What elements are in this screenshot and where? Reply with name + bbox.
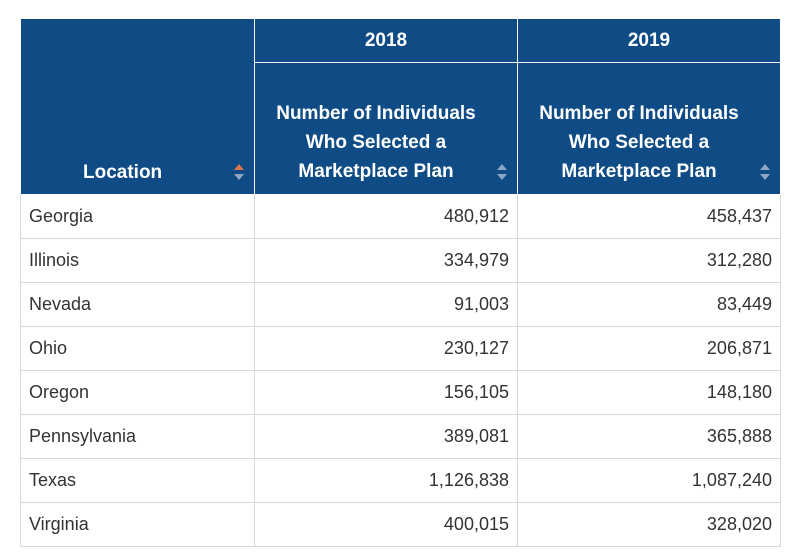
value-2019-cell: 328,020: [517, 502, 781, 547]
table-container: Location 2018 2019 Number of Individuals…: [20, 18, 781, 547]
location-cell: Texas: [20, 458, 255, 503]
value-2018-cell: 334,979: [254, 238, 518, 283]
value-2019-cell: 312,280: [517, 238, 781, 283]
location-cell: Pennsylvania: [20, 414, 255, 459]
value-2019-cell: 365,888: [517, 414, 781, 459]
table-row: Georgia 480,912 458,437: [20, 194, 781, 239]
table-row: Illinois 334,979 312,280: [20, 238, 781, 283]
table-row: Virginia 400,015 328,020: [20, 502, 781, 547]
sort-location-icon[interactable]: [234, 162, 244, 182]
sort-2018-icon[interactable]: [497, 162, 507, 182]
location-cell: Illinois: [20, 238, 255, 283]
value-2018-cell: 1,126,838: [254, 458, 518, 503]
location-cell: Nevada: [20, 282, 255, 327]
value-2019-cell: 83,449: [517, 282, 781, 327]
value-2018-cell: 480,912: [254, 194, 518, 239]
marketplace-table: Location 2018 2019 Number of Individuals…: [20, 18, 781, 547]
metric-2019-column-header[interactable]: Number of Individuals Who Selected a Mar…: [517, 62, 781, 195]
table-body: Georgia 480,912 458,437 Illinois 334,979…: [20, 194, 781, 547]
metric-2019-header-label: Number of Individuals Who Selected a Mar…: [539, 103, 739, 182]
sort-2019-icon[interactable]: [760, 162, 770, 182]
value-2018-cell: 400,015: [254, 502, 518, 547]
table-row: Oregon 156,105 148,180: [20, 370, 781, 415]
table-row: Ohio 230,127 206,871: [20, 326, 781, 371]
table-row: Nevada 91,003 83,449: [20, 282, 781, 327]
location-cell: Georgia: [20, 194, 255, 239]
year-2018-header: 2018: [254, 18, 518, 63]
value-2019-cell: 206,871: [517, 326, 781, 371]
table-row: Texas 1,126,838 1,087,240: [20, 458, 781, 503]
year-2019-header: 2019: [517, 18, 781, 63]
table-row: Pennsylvania 389,081 365,888: [20, 414, 781, 459]
value-2019-cell: 148,180: [517, 370, 781, 415]
metric-2018-header-label: Number of Individuals Who Selected a Mar…: [276, 103, 476, 182]
location-cell: Virginia: [20, 502, 255, 547]
location-column-header[interactable]: Location: [20, 18, 255, 195]
location-header-label: Location: [83, 162, 163, 183]
value-2018-cell: 389,081: [254, 414, 518, 459]
location-cell: Oregon: [20, 370, 255, 415]
metric-2018-column-header[interactable]: Number of Individuals Who Selected a Mar…: [254, 62, 518, 195]
value-2019-cell: 1,087,240: [517, 458, 781, 503]
value-2018-cell: 156,105: [254, 370, 518, 415]
value-2018-cell: 91,003: [254, 282, 518, 327]
location-cell: Ohio: [20, 326, 255, 371]
value-2019-cell: 458,437: [517, 194, 781, 239]
value-2018-cell: 230,127: [254, 326, 518, 371]
